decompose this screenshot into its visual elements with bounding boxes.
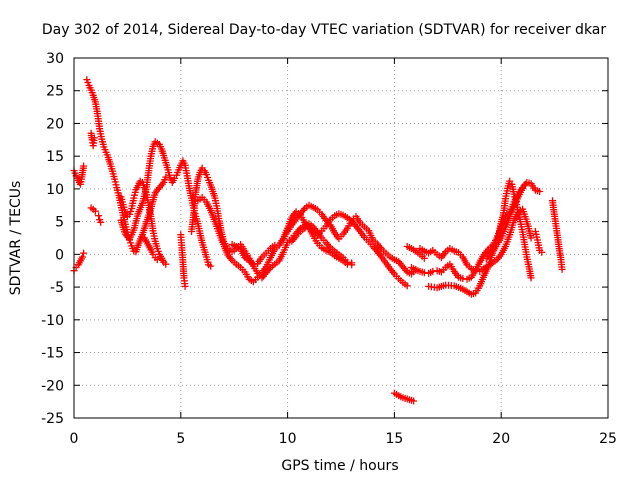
y-tick-label: 15: [46, 149, 64, 165]
data-point: [249, 260, 257, 268]
y-tick-label: -20: [41, 378, 64, 394]
data-point: [403, 282, 411, 290]
y-tick-label: -15: [41, 346, 64, 362]
data-point: [91, 207, 99, 215]
y-axis-title: SDTVAR / TECUs: [8, 181, 24, 296]
data-point: [536, 188, 544, 195]
data-point: [127, 239, 135, 247]
y-tick-label: 5: [55, 215, 64, 231]
data-point: [97, 218, 105, 226]
data-point: [429, 267, 437, 275]
x-tick-label: 15: [385, 431, 403, 447]
x-tick-label: 10: [279, 431, 297, 447]
data-point: [95, 212, 103, 220]
data-point: [207, 262, 215, 270]
x-axis-title: GPS time / hours: [281, 458, 398, 474]
axis-ticks: 0 5 10 15 20 25 -25 -20 -15 -10 -5 0 5 10 15 20 25 30: [41, 51, 617, 447]
y-tick-label: -10: [41, 313, 64, 329]
y-tick-label: -5: [50, 280, 64, 296]
data-point: [162, 260, 170, 268]
data-point: [80, 162, 88, 170]
data-point: [527, 234, 535, 242]
y-tick-label: 30: [46, 51, 64, 67]
data-point: [472, 267, 480, 275]
y-tick-label: 25: [46, 84, 64, 100]
data-point: [90, 134, 98, 142]
y-tick-label: 0: [55, 247, 64, 263]
y-tick-label: -25: [41, 411, 64, 427]
data-point: [84, 79, 92, 86]
data-point: [127, 208, 135, 215]
x-tick-label: 0: [70, 431, 79, 447]
data-point: [153, 256, 161, 264]
data-point: [521, 181, 529, 189]
y-tick-label: 20: [46, 116, 64, 132]
data-point: [162, 173, 170, 181]
data-point: [154, 247, 162, 255]
data-point: [202, 171, 210, 178]
data-points: [70, 76, 566, 405]
data-point: [558, 265, 566, 273]
x-tick-label: 25: [599, 431, 617, 447]
data-point: [420, 254, 428, 262]
data-point: [79, 253, 86, 261]
data-point: [181, 282, 189, 290]
x-tick-label: 5: [176, 431, 185, 447]
data-point: [348, 261, 356, 269]
x-tick-label: 20: [492, 431, 510, 447]
data-point: [80, 249, 88, 257]
data-point: [527, 274, 535, 282]
data-point: [301, 224, 309, 232]
data-point: [410, 397, 418, 405]
plot-frame: [73, 57, 609, 419]
y-tick-label: 10: [46, 182, 64, 198]
data-point: [538, 248, 546, 256]
chart-title: Day 302 of 2014, Sidereal Day-to-day VTE…: [42, 22, 607, 38]
